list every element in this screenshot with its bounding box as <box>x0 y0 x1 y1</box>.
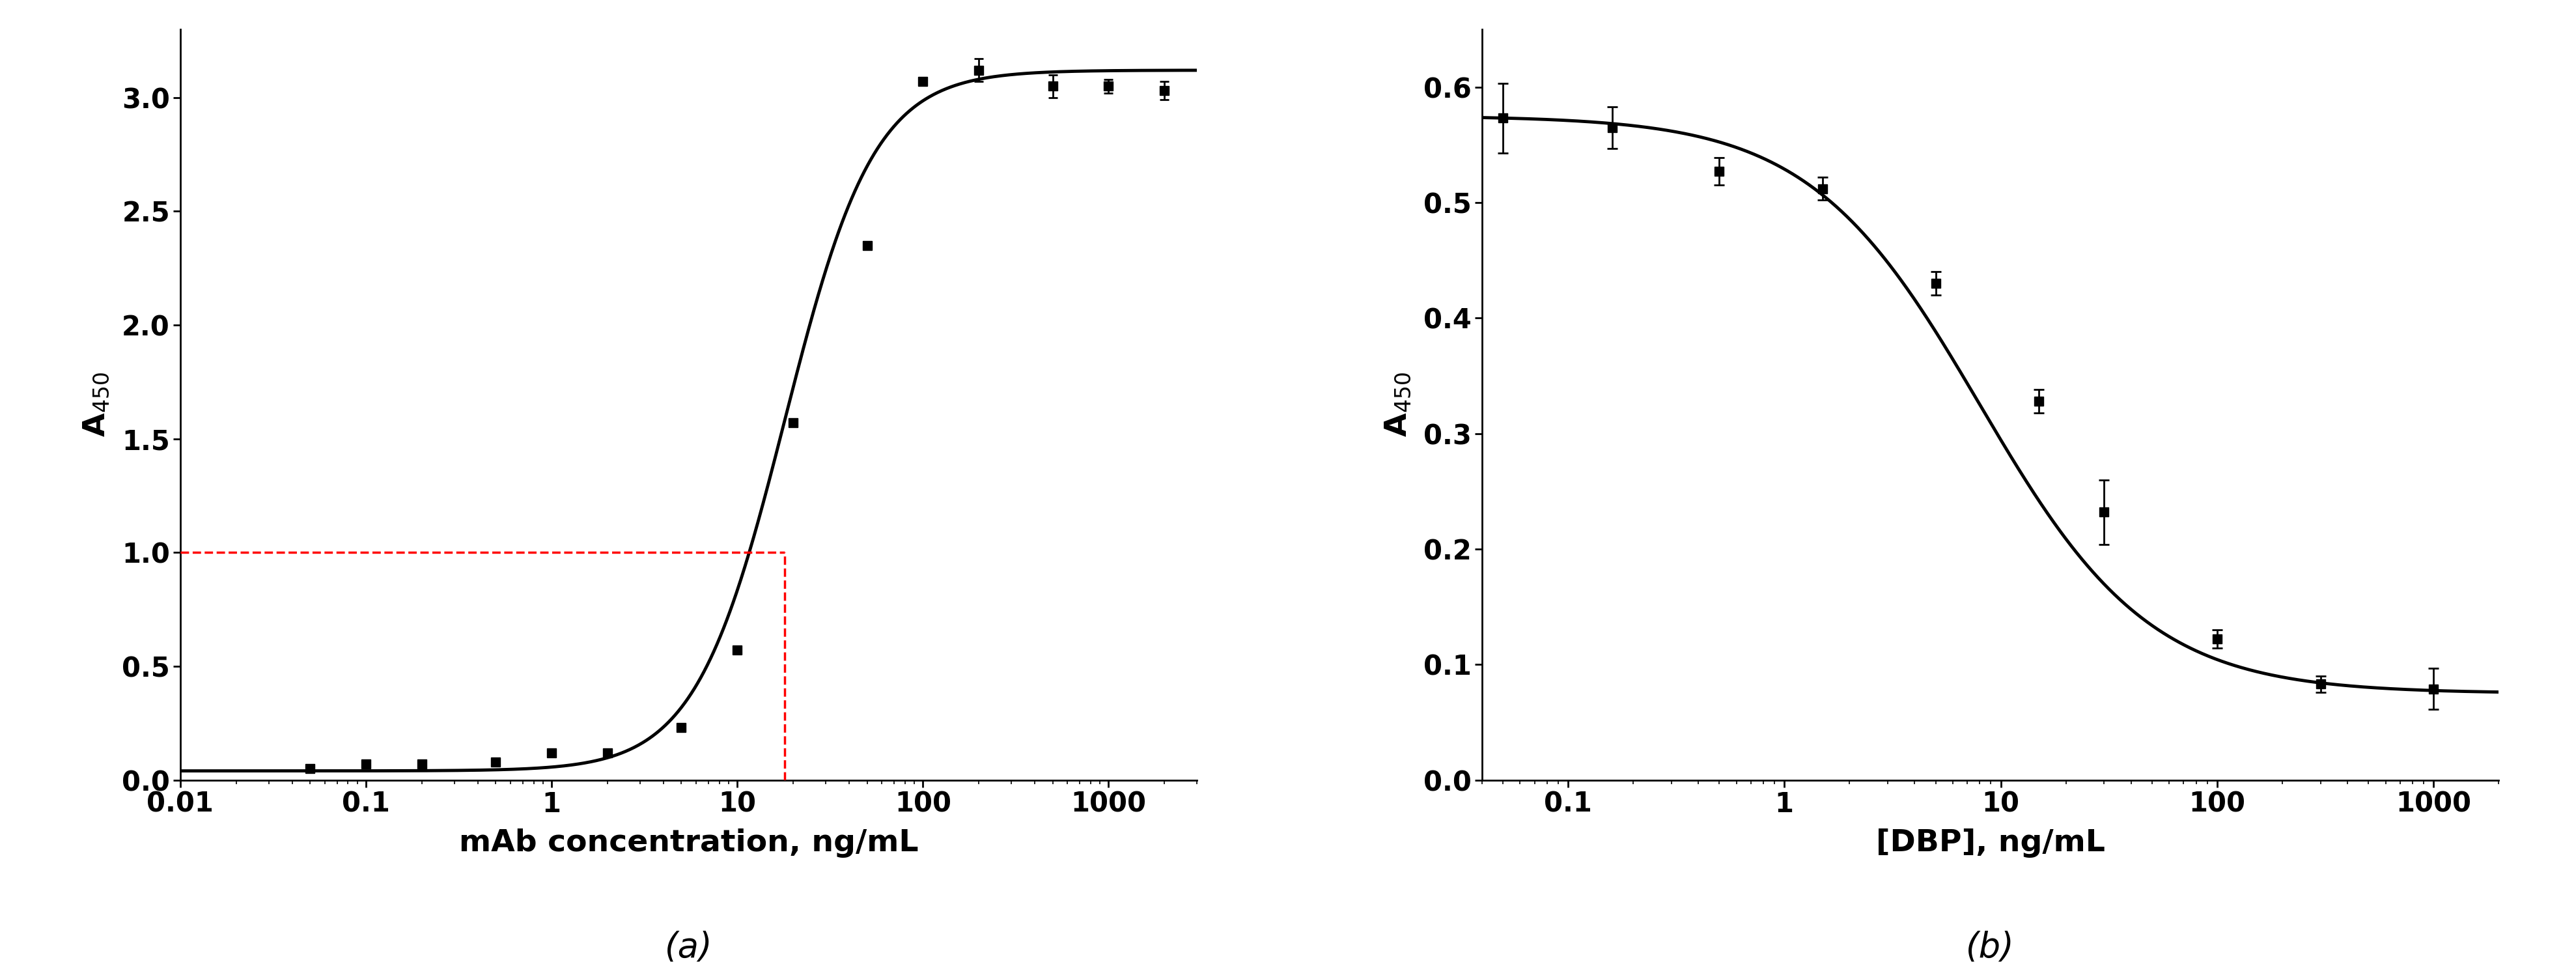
X-axis label: [DBP], ng/mL: [DBP], ng/mL <box>1875 829 2105 858</box>
Text: (b): (b) <box>1965 930 2014 964</box>
X-axis label: mAb concentration, ng/mL: mAb concentration, ng/mL <box>459 829 920 858</box>
Y-axis label: A$_{450}$: A$_{450}$ <box>1383 372 1412 437</box>
Text: (a): (a) <box>665 930 714 964</box>
Y-axis label: A$_{450}$: A$_{450}$ <box>82 372 111 437</box>
